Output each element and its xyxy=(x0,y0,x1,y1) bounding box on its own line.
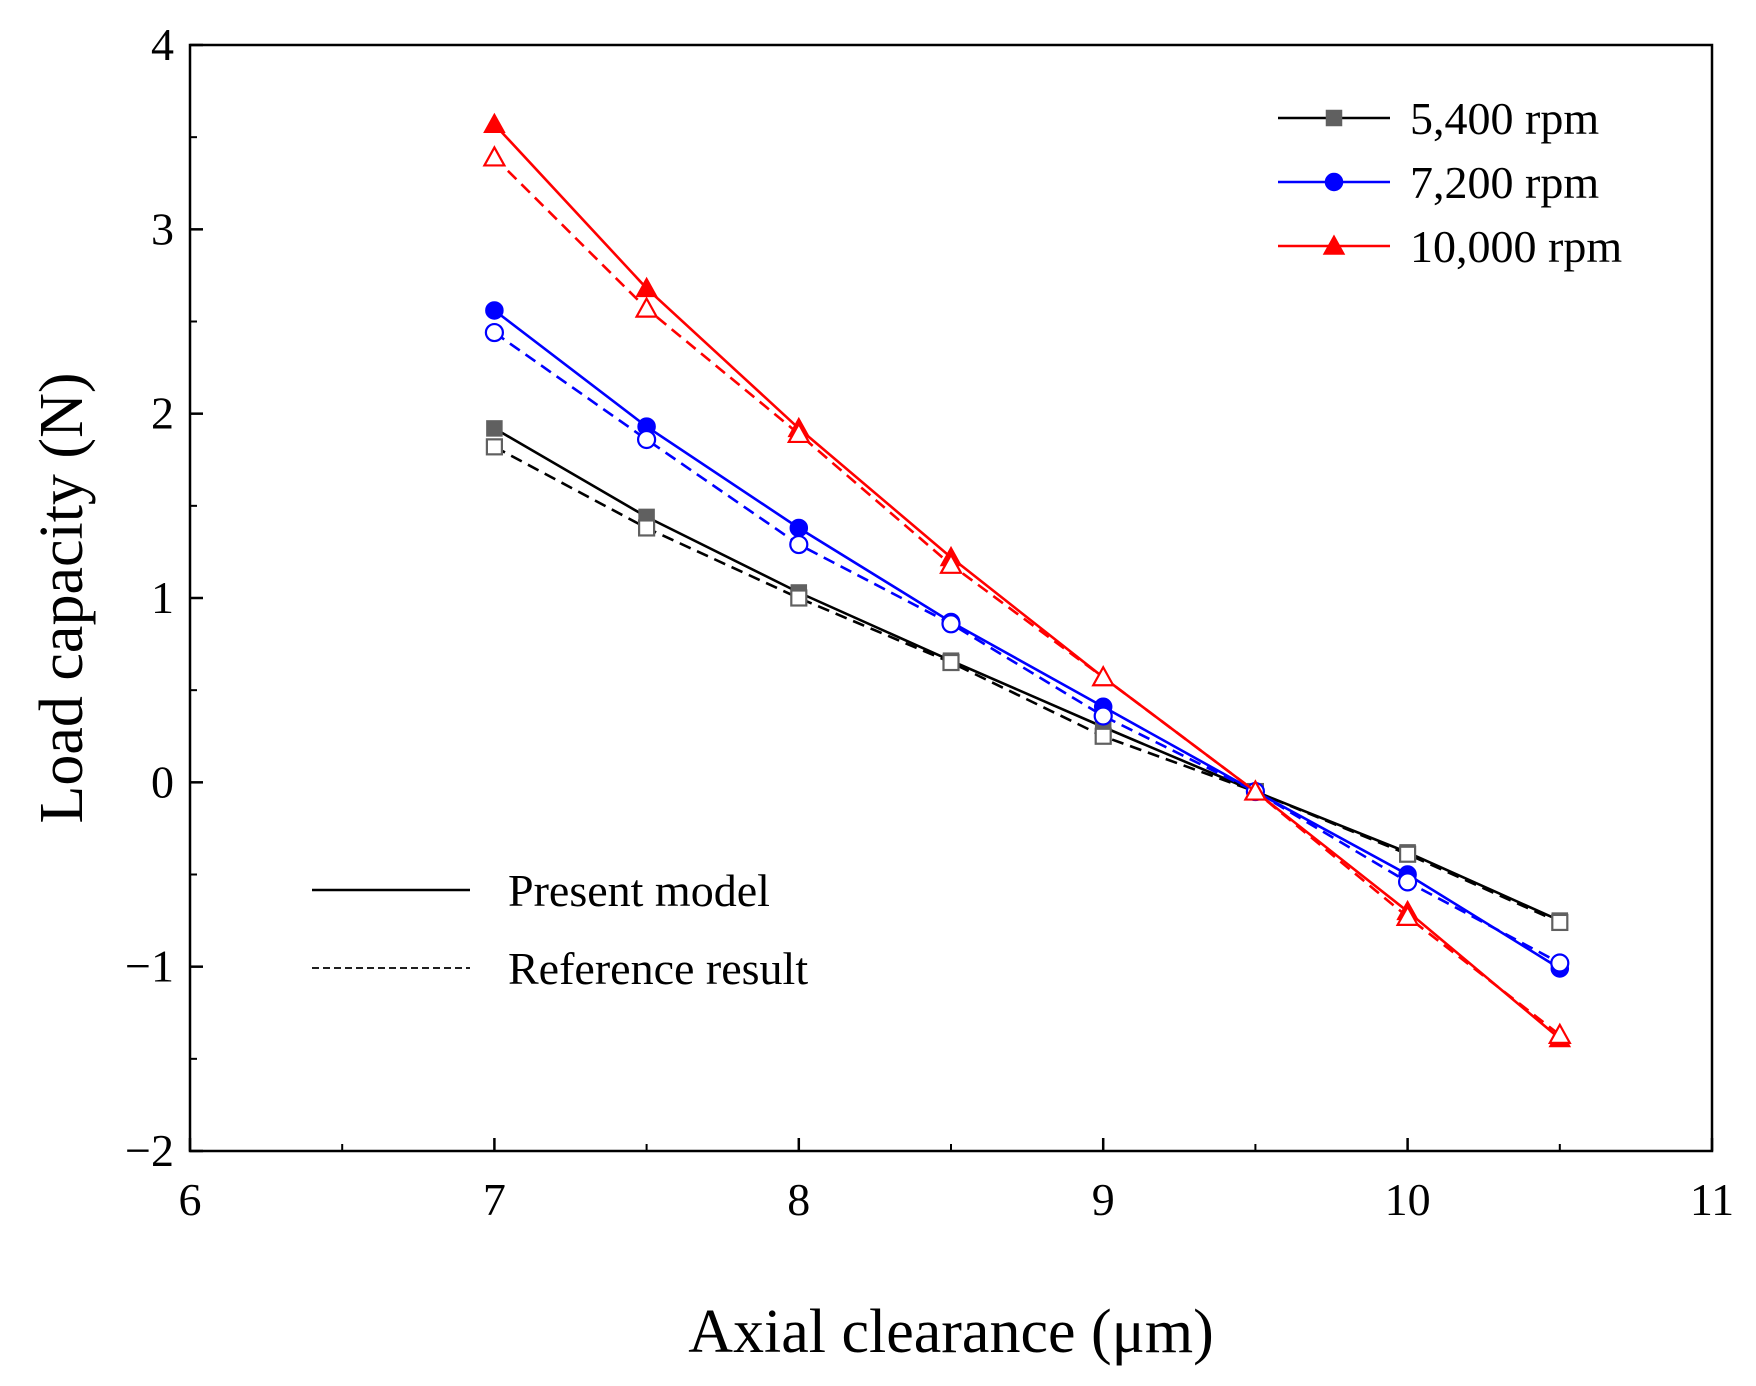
data-point-5400-reference-0 xyxy=(485,438,503,456)
data-point-10000-reference-3 xyxy=(939,552,963,574)
y-tick-label: 4 xyxy=(151,19,174,70)
data-point-7200-reference-2 xyxy=(789,534,809,555)
data-point-5400-present-0 xyxy=(486,420,503,437)
data-point-7200-present-0 xyxy=(485,301,504,320)
y-tick-label: 1 xyxy=(151,572,174,623)
data-point-5400-reference-3 xyxy=(942,653,960,672)
legend-marker-square xyxy=(1325,109,1343,127)
data-point-10000-present-1 xyxy=(635,276,658,298)
series-line-5400-reference xyxy=(493,445,1561,924)
data-point-10000-reference-2 xyxy=(786,421,811,444)
series-line-5400-present xyxy=(493,427,1561,922)
data-point-5400-reference-7 xyxy=(1551,913,1569,932)
legend-style-label: Present model xyxy=(508,865,770,916)
x-tick-label: 9 xyxy=(1092,1174,1115,1225)
legend-marker-circle xyxy=(1324,172,1344,192)
data-point-7200-reference-0 xyxy=(484,322,504,343)
data-point-10000-reference-5 xyxy=(1243,779,1268,801)
x-tick-label: 7 xyxy=(483,1174,506,1225)
y-tick-label: 3 xyxy=(151,203,174,254)
series-line-10000-reference xyxy=(493,156,1561,1036)
series-line-10000-present xyxy=(493,123,1561,1040)
data-point-5400-reference-1 xyxy=(637,519,656,537)
y-tick-label: 0 xyxy=(151,756,174,807)
x-tick-label: 10 xyxy=(1385,1174,1431,1225)
x-axis-title: Axial clearance (μm) xyxy=(688,1298,1214,1366)
data-point-7200-reference-3 xyxy=(941,614,961,634)
legend-marker-triangle xyxy=(1322,234,1346,255)
data-point-10000-reference-7 xyxy=(1547,1022,1572,1044)
data-point-10000-reference-1 xyxy=(634,296,659,318)
series-line-7200-reference xyxy=(493,331,1561,965)
data-point-5400-reference-4 xyxy=(1094,727,1112,745)
legend-label: 7,200 rpm xyxy=(1410,157,1599,208)
data-point-10000-reference-4 xyxy=(1091,664,1116,687)
legend-label: 10,000 rpm xyxy=(1410,221,1622,272)
legend-style-label: Reference result xyxy=(508,943,808,994)
legend-label: 5,400 rpm xyxy=(1410,93,1599,144)
data-point-7200-reference-7 xyxy=(1550,953,1570,973)
plot-frame xyxy=(188,43,1714,1153)
legend-layer: 5,400 rpm 7,200 rpm 10,000 rpm Present mode… xyxy=(312,93,1622,994)
data-point-10000-reference-6 xyxy=(1395,904,1420,926)
data-point-7200-reference-4 xyxy=(1093,706,1113,726)
y-axis-title: Load capacity (N) xyxy=(28,373,96,824)
data-point-10000-reference-0 xyxy=(482,145,507,167)
data-point-10000-present-0 xyxy=(483,112,506,134)
data-point-7200-reference-1 xyxy=(636,429,657,450)
x-tick-label: 6 xyxy=(179,1174,202,1225)
axes-layer: 6 7 8 9 10 11 −2 −1 0 1 2 3 4 xyxy=(125,19,1734,1225)
y-tick-label: −1 xyxy=(125,941,174,992)
series-layer xyxy=(482,112,1572,1048)
y-tick-label: 2 xyxy=(151,388,174,439)
x-tick-label: 8 xyxy=(787,1174,810,1225)
data-point-7200-reference-6 xyxy=(1397,872,1418,892)
y-tick-label: −2 xyxy=(125,1125,174,1176)
x-tick-label: 11 xyxy=(1690,1174,1734,1225)
data-point-5400-reference-2 xyxy=(790,589,808,607)
data-point-7200-present-2 xyxy=(789,518,809,538)
series-line-7200-present xyxy=(493,309,1561,970)
data-point-5400-reference-6 xyxy=(1398,845,1417,863)
